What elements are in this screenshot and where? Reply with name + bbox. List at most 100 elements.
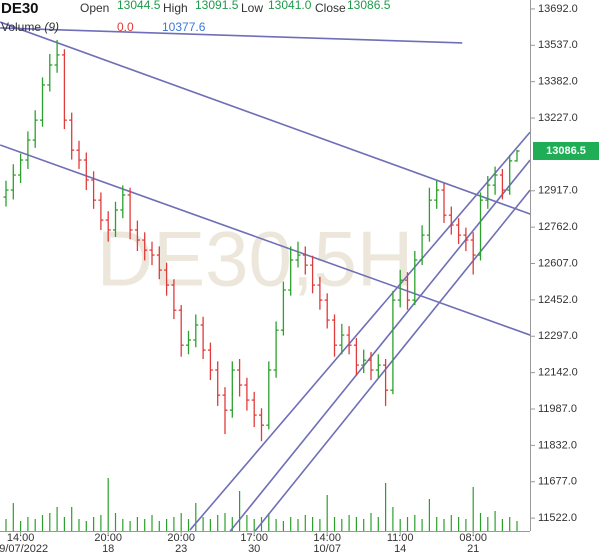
volume-bar [348, 515, 350, 531]
x-tick-date: 14 [394, 543, 406, 555]
volume-bar [114, 513, 117, 531]
volume-bar [231, 517, 233, 531]
volume-bar [173, 517, 175, 531]
x-tick-time: 08:00 [459, 532, 487, 544]
x-tick-time: 17:00 [240, 532, 268, 544]
volume-bar [377, 517, 379, 531]
volume-bar [297, 519, 299, 531]
volume-bar [56, 507, 58, 531]
trendline [0, 27, 463, 44]
y-tick-label: 12452.0 [538, 294, 578, 306]
volume-bar [136, 517, 138, 531]
volume-bar [363, 519, 365, 531]
volume-average: 10377.6 [162, 20, 206, 34]
volume-bar [27, 517, 29, 531]
volume-pane [5, 478, 518, 531]
volume-bar [443, 519, 445, 531]
volume-bar [85, 521, 87, 531]
y-tick-label: 13227.0 [538, 112, 578, 124]
volume-bar [501, 519, 503, 531]
x-tick-time: 20:00 [94, 532, 122, 544]
trendline [189, 131, 530, 531]
volume-bar [312, 517, 314, 531]
volume-bar [355, 517, 357, 531]
volume-bar [479, 513, 482, 531]
volume-bar [239, 491, 241, 531]
x-tick-date: 23 [175, 543, 187, 555]
volume-bar [195, 503, 197, 531]
y-tick-label: 11987.0 [538, 403, 577, 415]
volume-bar [12, 503, 14, 531]
volume-bar [71, 507, 73, 531]
volume-bar [370, 513, 372, 531]
high-label: High [163, 1, 188, 15]
volume-bar [107, 478, 109, 531]
volume-bar [275, 519, 277, 531]
volume-bar [202, 517, 204, 531]
volume-bar [63, 517, 65, 531]
close-value: 13086.5 [347, 0, 391, 12]
volume-bar [341, 519, 343, 531]
y-tick-label: 13692.0 [538, 3, 578, 15]
volume-bar [100, 515, 102, 531]
volume-bar [472, 487, 474, 531]
watermark: DE30,5H [97, 215, 414, 303]
y-tick-label: 13537.0 [538, 39, 578, 51]
volume-bar [282, 521, 284, 531]
volume-bar [78, 519, 80, 531]
x-tick-time: 20:00 [167, 532, 195, 544]
x-tick-date: 21 [467, 543, 479, 555]
x-tick-date: 30 [248, 543, 260, 555]
volume-bar [392, 507, 394, 531]
x-tick-date: 09/07/2022 [0, 543, 48, 555]
x-tick-time: 14:00 [7, 532, 35, 544]
price-tag-label: 13086.5 [546, 145, 586, 157]
y-tick-label: 11522.0 [538, 512, 577, 524]
symbol: DE30 [1, 0, 39, 17]
y-tick-label: 11832.0 [538, 439, 577, 451]
y-tick-label: 12762.0 [538, 221, 578, 233]
volume-bar [34, 519, 36, 531]
volume-period: (9) [44, 20, 59, 34]
volume-bar [304, 515, 306, 531]
y-tick-label: 12297.0 [538, 330, 578, 342]
volume-bar [326, 495, 328, 531]
x-tick-date: 10/07 [313, 543, 341, 555]
volume-bar [516, 521, 518, 531]
x-tick-date: 18 [102, 543, 114, 555]
volume-bar [217, 515, 219, 531]
y-tick-label: 11677.0 [538, 476, 577, 488]
volume-bar [399, 519, 401, 531]
volume-bar [180, 513, 182, 531]
volume-bar [436, 517, 438, 531]
volume-bar [93, 517, 95, 531]
x-tick-time: 11:00 [387, 532, 414, 544]
volume-bar [5, 519, 7, 531]
trendline [0, 144, 530, 336]
y-tick-label: 12917.0 [538, 185, 578, 197]
volume-bar [20, 521, 22, 531]
low-value: 13041.0 [268, 0, 312, 12]
volume-bar [509, 517, 511, 531]
volume-value: 0.0 [117, 20, 134, 34]
volume-bar [450, 515, 452, 531]
volume-label: Volume (9) [1, 20, 59, 34]
header: DE30 Open 13044.5 High 13091.5 Low 13041… [1, 0, 391, 34]
price-bars [3, 39, 520, 442]
y-tick-label: 13382.0 [538, 76, 578, 88]
volume-bar [385, 483, 387, 531]
volume-bar [333, 517, 336, 531]
high-value: 13091.5 [195, 0, 239, 12]
volume-bar [209, 519, 211, 531]
volume-bar [290, 517, 292, 531]
volume-bar [458, 517, 460, 531]
volume-bar [268, 513, 270, 531]
volume-bar [187, 519, 190, 531]
volume-bar [421, 519, 423, 531]
volume-bar [465, 519, 467, 531]
low-label: Low [241, 1, 263, 15]
open-value: 13044.5 [117, 0, 161, 12]
volume-bar [246, 515, 248, 531]
volume-bar [406, 517, 409, 531]
